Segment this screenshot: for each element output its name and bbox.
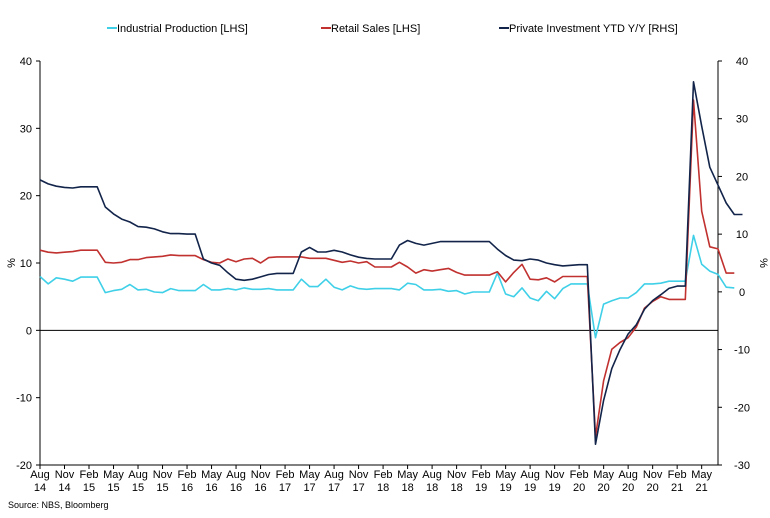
x-tick-month-label: Feb bbox=[178, 469, 197, 481]
x-tick-year-label: 21 bbox=[696, 482, 708, 494]
x-tick-year-label: 20 bbox=[598, 482, 610, 494]
x-tick-month-label: May bbox=[299, 469, 320, 481]
y-right-tick-label: -10 bbox=[734, 345, 750, 357]
x-tick-month-label: Feb bbox=[374, 469, 393, 481]
x-tick-year-label: 18 bbox=[450, 482, 462, 494]
x-tick-year-label: 14 bbox=[34, 482, 46, 494]
x-tick-month-label: May bbox=[103, 469, 124, 481]
x-tick-year-label: 17 bbox=[279, 482, 291, 494]
x-tick-month-label: Nov bbox=[55, 469, 75, 481]
x-tick-year-label: 17 bbox=[303, 482, 315, 494]
y-left-axis-title: % bbox=[6, 258, 18, 268]
y-right-tick-label: -20 bbox=[734, 402, 750, 414]
x-tick-month-label: May bbox=[495, 469, 516, 481]
x-tick-year-label: 19 bbox=[475, 482, 487, 494]
y-right-tick-label: -30 bbox=[734, 460, 750, 472]
x-tick-month-label: Aug bbox=[128, 469, 148, 481]
x-tick-month-label: Aug bbox=[30, 469, 50, 481]
x-tick-month-label: Feb bbox=[472, 469, 491, 481]
x-tick-month-label: Nov bbox=[349, 469, 369, 481]
x-tick-month-label: Nov bbox=[545, 469, 565, 481]
x-tick-month-label: Nov bbox=[153, 469, 173, 481]
x-tick-month-label: Aug bbox=[520, 469, 540, 481]
y-right-tick-label: 10 bbox=[736, 229, 748, 241]
x-tick-month-label: Feb bbox=[570, 469, 589, 481]
x-tick-year-label: 20 bbox=[622, 482, 634, 494]
y-left-tick-label: 10 bbox=[20, 258, 32, 270]
x-tick-year-label: 20 bbox=[647, 482, 659, 494]
x-tick-year-label: 19 bbox=[499, 482, 511, 494]
y-right-tick-label: 0 bbox=[739, 287, 745, 299]
x-tick-year-label: 16 bbox=[230, 482, 242, 494]
y-left-tick-label: 0 bbox=[26, 325, 32, 337]
y-left-tick-label: 40 bbox=[20, 56, 32, 68]
y-right-tick-label: 30 bbox=[736, 114, 748, 126]
y-left-tick-label: -20 bbox=[16, 460, 32, 472]
source-note: Source: NBS, Bloomberg bbox=[8, 500, 109, 510]
x-tick-month-label: May bbox=[397, 469, 418, 481]
x-tick-year-label: 18 bbox=[426, 482, 438, 494]
x-tick-year-label: 19 bbox=[524, 482, 536, 494]
x-tick-month-label: Aug bbox=[324, 469, 344, 481]
x-tick-year-label: 21 bbox=[671, 482, 683, 494]
x-tick-month-label: Aug bbox=[618, 469, 638, 481]
x-tick-year-label: 18 bbox=[401, 482, 413, 494]
y-right-axis-title: % bbox=[757, 258, 769, 268]
x-tick-month-label: Aug bbox=[422, 469, 442, 481]
x-tick-year-label: 15 bbox=[107, 482, 119, 494]
x-tick-month-label: May bbox=[593, 469, 614, 481]
x-tick-year-label: 17 bbox=[352, 482, 364, 494]
x-tick-month-label: Nov bbox=[643, 469, 663, 481]
x-tick-year-label: 16 bbox=[254, 482, 266, 494]
x-tick-month-label: Feb bbox=[276, 469, 295, 481]
x-tick-year-label: 15 bbox=[156, 482, 168, 494]
legend-label-2: Retail Sales [LHS] bbox=[331, 23, 420, 35]
series-line-3 bbox=[39, 81, 743, 446]
y-right-tick-label: 40 bbox=[736, 56, 748, 68]
legend-label-3: Private Investment YTD Y/Y [RHS] bbox=[509, 23, 678, 35]
legend-label-1: Industrial Production [LHS] bbox=[117, 23, 248, 35]
x-tick-month-label: Nov bbox=[251, 469, 271, 481]
y-right-tick-label: 20 bbox=[736, 171, 748, 183]
series-line-2 bbox=[39, 99, 735, 438]
x-tick-year-label: 16 bbox=[181, 482, 193, 494]
y-left-tick-label: 30 bbox=[20, 123, 32, 135]
x-tick-year-label: 17 bbox=[328, 482, 340, 494]
x-tick-year-label: 15 bbox=[132, 482, 144, 494]
x-tick-year-label: 20 bbox=[573, 482, 585, 494]
y-left-tick-label: -10 bbox=[16, 393, 32, 405]
x-tick-year-label: 16 bbox=[205, 482, 217, 494]
series-line-1 bbox=[39, 234, 735, 339]
x-tick-month-label: May bbox=[201, 469, 222, 481]
x-tick-month-label: Aug bbox=[226, 469, 246, 481]
x-tick-year-label: 14 bbox=[58, 482, 70, 494]
x-tick-month-label: Nov bbox=[447, 469, 467, 481]
y-left-tick-label: 20 bbox=[20, 191, 32, 203]
x-tick-year-label: 18 bbox=[377, 482, 389, 494]
x-tick-year-label: 15 bbox=[83, 482, 95, 494]
x-tick-month-label: May bbox=[691, 469, 712, 481]
x-tick-month-label: Feb bbox=[668, 469, 687, 481]
x-tick-year-label: 19 bbox=[549, 482, 561, 494]
x-tick-month-label: Feb bbox=[80, 469, 99, 481]
